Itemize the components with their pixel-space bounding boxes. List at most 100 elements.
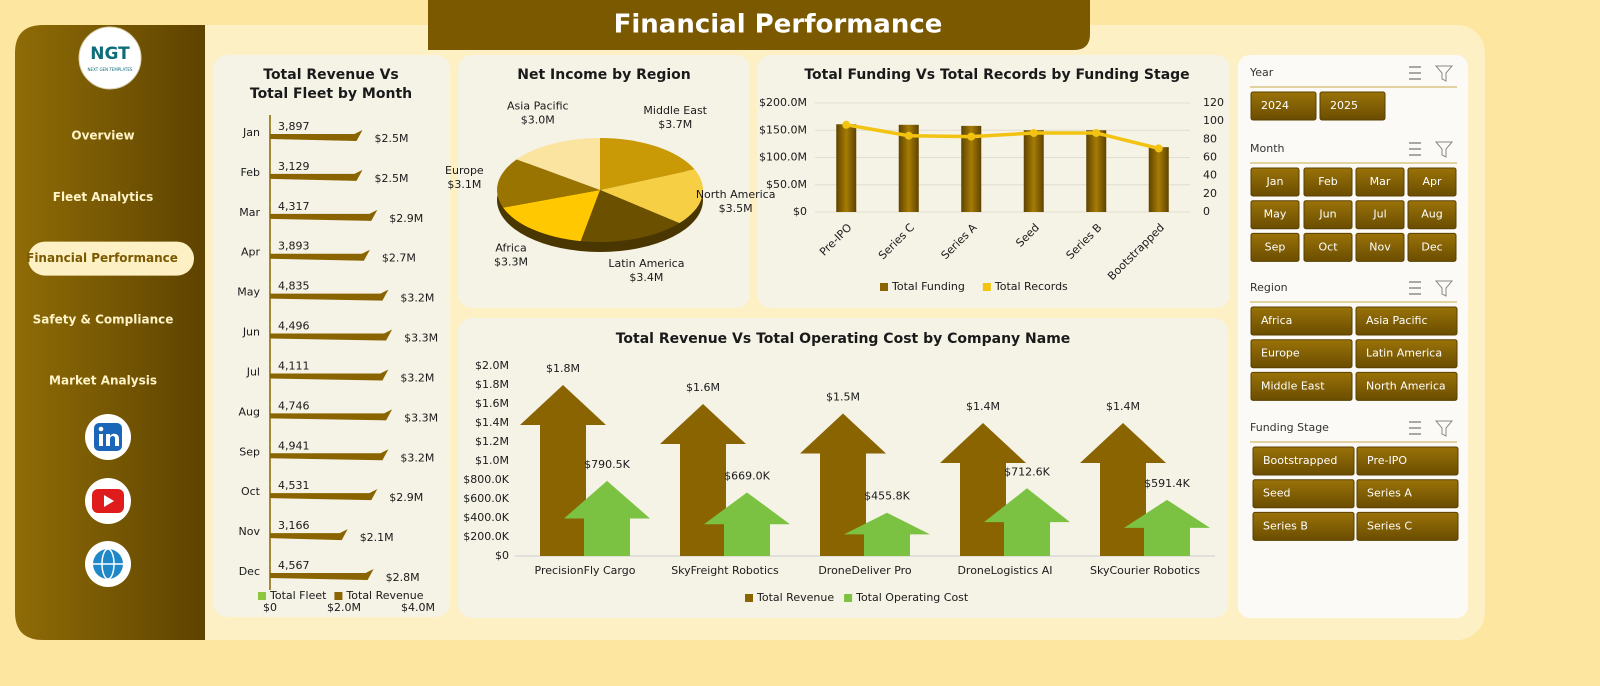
slicer-button-label[interactable]: North America — [1366, 379, 1446, 392]
line-marker — [1092, 128, 1101, 137]
slicer-button-label[interactable]: Europe — [1261, 347, 1300, 360]
slicer-button-label[interactable]: Series B — [1263, 519, 1308, 532]
slicer-button-label[interactable]: Latin America — [1366, 347, 1442, 360]
chart-title: Total Funding Vs Total Records by Fundin… — [804, 67, 1189, 83]
slicer-button-label[interactable]: Pre-IPO — [1367, 454, 1407, 467]
slicer-button-label[interactable]: 2025 — [1330, 99, 1358, 112]
y-tick-label: Apr — [241, 246, 261, 259]
slicer-button-label[interactable]: Seed — [1263, 487, 1291, 500]
slicer-button-label[interactable]: Middle East — [1261, 379, 1325, 392]
y-tick-label: Jul — [246, 365, 260, 378]
slicer-button[interactable] — [1356, 446, 1459, 476]
slicer-button-label[interactable]: Jan — [1266, 175, 1284, 188]
data-label: 3,893 — [278, 240, 310, 253]
data-label: 4,835 — [278, 280, 310, 293]
slicer-title: Funding Stage — [1250, 421, 1329, 434]
slicer-button[interactable] — [1355, 167, 1405, 197]
slicer-button[interactable] — [1355, 371, 1458, 401]
slicer-button-label[interactable]: Jul — [1372, 208, 1386, 221]
x-tick-label: $4.0M — [401, 601, 435, 614]
pie-value-label: $3.0M — [521, 113, 555, 126]
slicer-button-label[interactable]: Series A — [1367, 487, 1412, 500]
nav-item[interactable]: Market Analysis — [49, 374, 157, 388]
legend-label: Total Operating Cost — [855, 591, 969, 604]
data-label: $3.2M — [400, 371, 434, 384]
slicer-button-label[interactable]: Jun — [1318, 208, 1336, 221]
bar — [270, 529, 348, 541]
slicer-button[interactable] — [1250, 339, 1353, 369]
line-marker — [967, 132, 976, 141]
bar — [844, 512, 930, 556]
y-tick-label: Aug — [239, 405, 260, 418]
slicer-button-label[interactable]: Apr — [1422, 175, 1442, 188]
slicer-button[interactable] — [1250, 306, 1353, 336]
legend-label: Total Funding — [891, 280, 965, 293]
legend-label: Total Revenue — [345, 589, 423, 602]
nav-active — [28, 241, 194, 276]
y2-tick-label: 0 — [1203, 205, 1210, 218]
slicer-button[interactable] — [1250, 371, 1353, 401]
line-marker — [1154, 144, 1163, 153]
nav-item[interactable]: Safety & Compliance — [33, 312, 174, 326]
data-label: 3,129 — [278, 160, 310, 173]
slicer-button-label[interactable]: Bootstrapped — [1263, 454, 1337, 467]
slicer-button[interactable] — [1252, 446, 1355, 476]
social-web[interactable] — [85, 541, 131, 587]
nav-item[interactable]: Fleet Analytics — [53, 190, 153, 204]
pie-value-label: $3.7M — [658, 118, 692, 131]
slicer-button-label[interactable]: Oct — [1318, 240, 1338, 253]
icon-clear-filter[interactable] — [1434, 280, 1454, 297]
slicer-button[interactable] — [1303, 232, 1353, 262]
slicer-button[interactable] — [1355, 232, 1405, 262]
bar — [1086, 130, 1107, 212]
bar — [836, 124, 857, 212]
bar — [1124, 499, 1210, 556]
slicer-button[interactable] — [1355, 200, 1405, 230]
icon-clear-filter[interactable] — [1434, 65, 1454, 82]
data-label: 3,897 — [278, 120, 310, 133]
social-linkedin[interactable] — [85, 414, 131, 460]
slicer-button-label[interactable]: Feb — [1318, 175, 1337, 188]
social-youtube[interactable] — [85, 478, 131, 524]
slicer-button[interactable] — [1303, 200, 1353, 230]
nav-item[interactable]: Overview — [71, 129, 134, 143]
slicer-button-label[interactable]: Series C — [1367, 519, 1412, 532]
data-label: $669.0K — [724, 469, 770, 482]
slicer-button-label[interactable]: Africa — [1261, 314, 1292, 327]
slicer-button[interactable] — [1252, 479, 1355, 509]
x-tick-label: SkyFreight Robotics — [671, 564, 779, 577]
slicer-button-label[interactable]: Sep — [1265, 240, 1286, 253]
icon-clear-filter[interactable] — [1434, 141, 1454, 158]
slicer-button[interactable] — [1355, 306, 1458, 336]
slicer-button[interactable] — [1356, 479, 1459, 509]
slicer-button[interactable] — [1407, 167, 1457, 197]
slicer-button-label[interactable]: Aug — [1421, 208, 1442, 221]
slicer-button[interactable] — [1250, 232, 1300, 262]
slicer-button-label[interactable]: 2024 — [1261, 99, 1289, 112]
slicer-button[interactable] — [1319, 91, 1386, 121]
slicer-button[interactable] — [1407, 232, 1457, 262]
y2-tick-label: 60 — [1203, 151, 1217, 164]
slicer-button-label[interactable]: Asia Pacific — [1366, 314, 1428, 327]
y2-tick-label: 40 — [1203, 169, 1217, 182]
slicer-button-label[interactable]: Mar — [1370, 175, 1391, 188]
slicer-button-label[interactable]: Dec — [1421, 240, 1442, 253]
logo-tagline: NEXT GEN TEMPLATES — [88, 67, 133, 72]
page-title: Financial Performance — [614, 10, 943, 40]
icon-clear-filter[interactable] — [1434, 420, 1454, 437]
slicer-button[interactable] — [1250, 167, 1300, 197]
legend-swatch — [880, 283, 888, 291]
slicer-button[interactable] — [1355, 339, 1458, 369]
slicer-button-label[interactable]: May — [1264, 208, 1287, 221]
title-banner — [428, 0, 1090, 50]
slicer-button[interactable] — [1250, 91, 1317, 121]
slicer-button[interactable] — [1407, 200, 1457, 230]
slicer-button[interactable] — [1356, 511, 1459, 541]
y-tick-label: $0 — [495, 549, 509, 562]
x-tick-label: PrecisionFly Cargo — [535, 564, 636, 577]
slicer-button[interactable] — [1303, 167, 1353, 197]
nav-item[interactable]: Financial Performance — [26, 251, 178, 265]
slicer-button[interactable] — [1250, 200, 1300, 230]
slicer-button-label[interactable]: Nov — [1369, 240, 1391, 253]
slicer-button[interactable] — [1252, 511, 1355, 541]
